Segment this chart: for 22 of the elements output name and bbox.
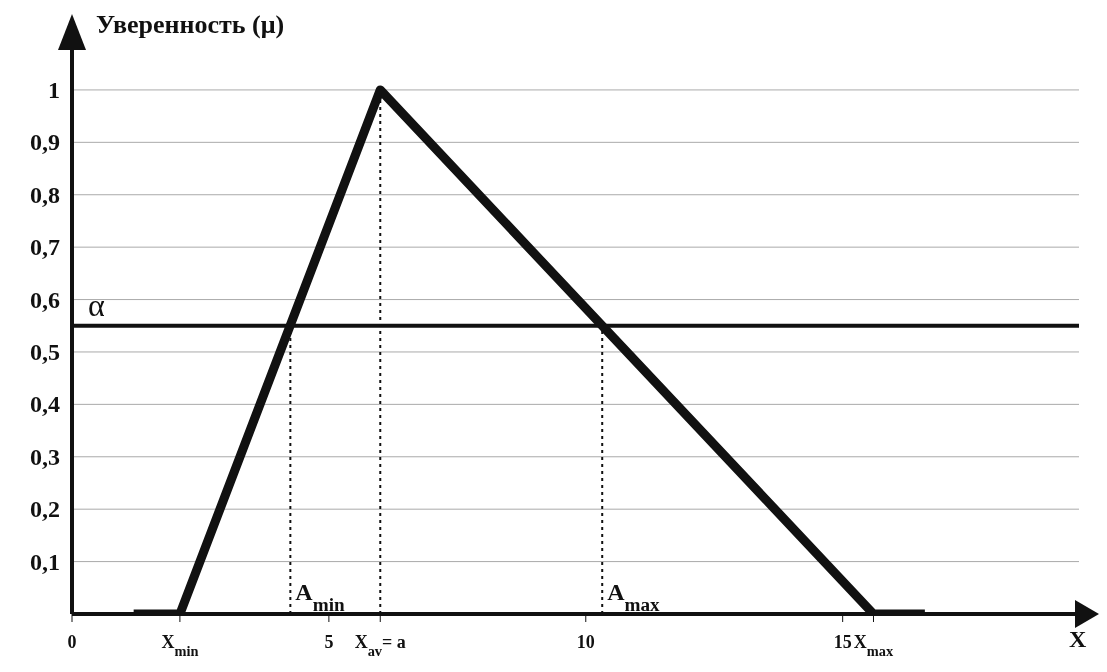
y-tick-label: 0,3 bbox=[30, 443, 60, 470]
annotation: A$_{min}$ bbox=[295, 579, 346, 615]
annotation: A$_{max}$ bbox=[607, 579, 661, 615]
y-tick-label: 0,6 bbox=[30, 286, 60, 313]
x-tick-label: 15 bbox=[833, 632, 852, 652]
y-tick-label: 0,4 bbox=[30, 391, 60, 418]
ref-line-label: α bbox=[88, 286, 105, 323]
x-axis-title: X bbox=[1069, 626, 1087, 653]
x-tick-label: X$_{av}$= a bbox=[354, 632, 406, 659]
x-tick-label: 10 bbox=[576, 632, 595, 652]
x-tick-label: X$_{min}$ bbox=[161, 632, 199, 659]
y-tick-label: 0,8 bbox=[30, 181, 60, 208]
y-tick-label: 0,9 bbox=[30, 129, 60, 156]
y-axis-title: Уверенность (μ) bbox=[96, 10, 285, 40]
x-tick-label: 0 bbox=[67, 632, 77, 652]
y-tick-label: 0,1 bbox=[30, 548, 60, 575]
y-tick-label: 0,2 bbox=[30, 496, 60, 523]
y-tick-label: 0,7 bbox=[30, 234, 60, 261]
x-tick-label: 5 bbox=[324, 632, 334, 652]
x-tick-label: X$_{max}$ bbox=[853, 632, 894, 659]
y-tick-label: 1 bbox=[48, 76, 60, 103]
y-tick-label: 0,5 bbox=[30, 338, 60, 365]
